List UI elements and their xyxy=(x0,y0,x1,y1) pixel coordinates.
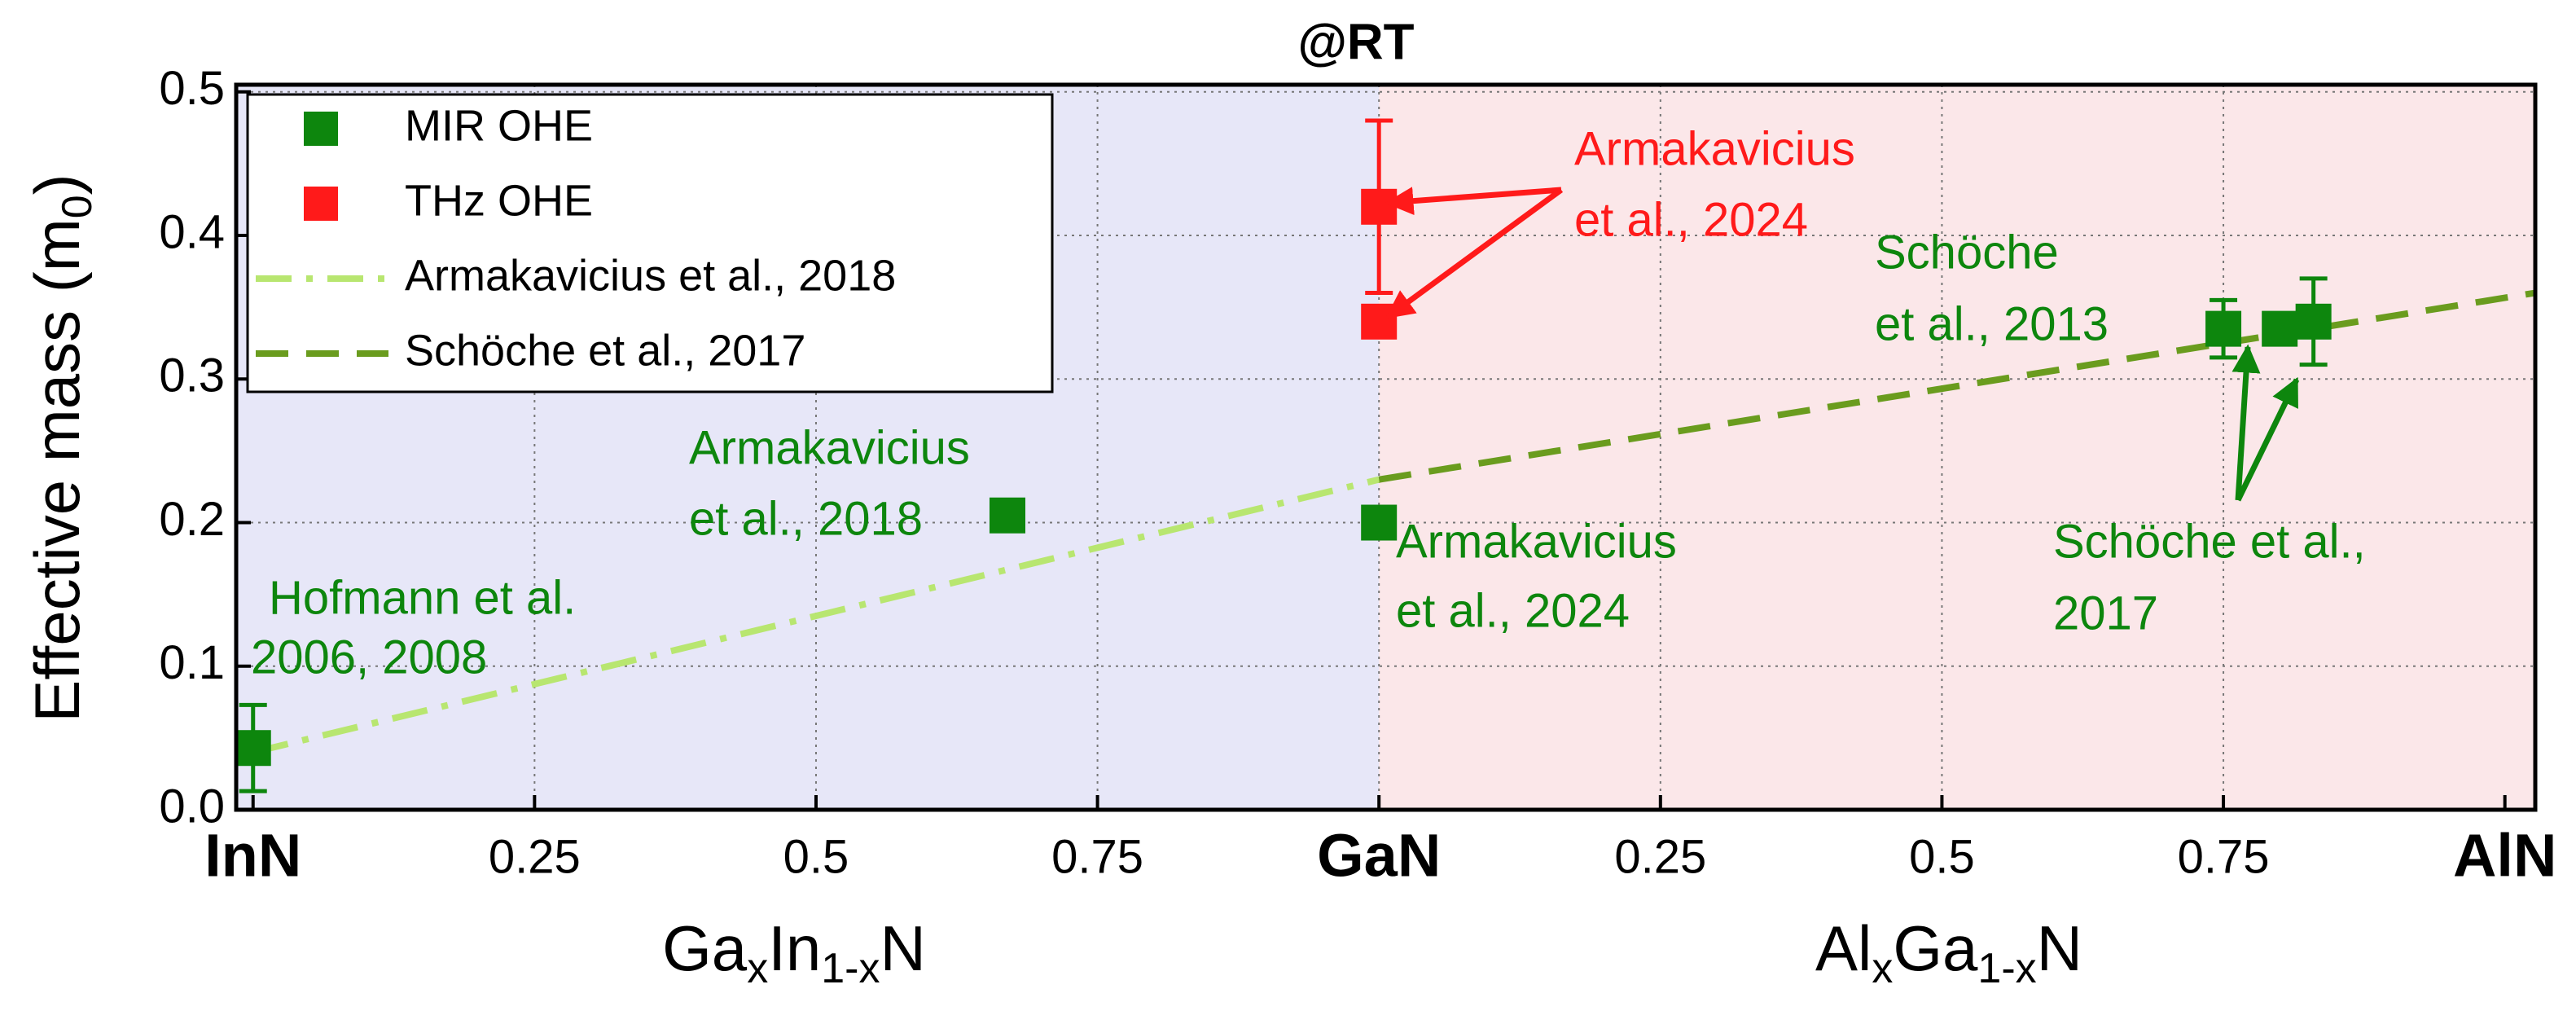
trend-line xyxy=(1378,289,2536,483)
point xyxy=(989,497,1025,534)
x-tick-label: 0.75 xyxy=(1051,830,1143,883)
point xyxy=(1361,303,1398,340)
y-axis-label-part: ) xyxy=(21,174,93,195)
arrows xyxy=(1385,187,2300,502)
x-axis-label-part: 1-x xyxy=(1977,945,2036,992)
legend-marker xyxy=(304,112,338,146)
x-tick-label: AlN xyxy=(2453,822,2556,890)
x-axis-label: GaxIn1-xN xyxy=(662,912,926,992)
point xyxy=(2205,310,2242,347)
arrow xyxy=(2232,344,2261,501)
x-axis-label-part: x xyxy=(747,945,768,992)
annotation: Armakavicius xyxy=(689,421,970,474)
point xyxy=(235,730,271,767)
x-axis-label-part: Ga xyxy=(1893,912,1978,984)
x-tick-label: 0.5 xyxy=(1909,830,1975,883)
x-axis-label-part: N xyxy=(880,912,926,984)
legend-box xyxy=(246,93,1054,393)
legend-label: MIR OHE xyxy=(405,101,593,150)
annotation: Schöche xyxy=(1875,226,2059,279)
plot xyxy=(235,118,2536,793)
annotation: Armakavicius xyxy=(1396,515,1677,568)
arrow xyxy=(1385,187,1562,216)
y-tick-label: 0.4 xyxy=(159,205,225,258)
y-tick-label: 0.0 xyxy=(159,780,225,833)
x-tick-label: 0.75 xyxy=(2178,830,2270,883)
annotation: 2006, 2008 xyxy=(251,631,487,683)
x-axis-label-part: In xyxy=(768,912,821,984)
annotation: Armakavicius xyxy=(1574,122,1855,175)
arrow xyxy=(1385,187,1564,319)
y-axis-label-part: Effective mass (m xyxy=(21,218,93,722)
x-tick-label: InN xyxy=(204,822,301,890)
plot-frame xyxy=(234,82,2538,812)
x-axis-label-part: Al xyxy=(1815,912,1872,984)
y-tick-label: 0.1 xyxy=(159,636,225,689)
point xyxy=(1361,504,1398,541)
legend-label: Armakavicius et al., 2018 xyxy=(405,251,896,300)
region xyxy=(1379,85,2535,810)
legend: MIR OHE THz OHE Armakavicius et al., 2018 S… xyxy=(246,93,1054,393)
annotation: Schöche et al., xyxy=(2053,515,2366,568)
legend-label: THz OHE xyxy=(405,176,593,225)
annotation: et al., 2024 xyxy=(1574,193,1808,246)
x-tick-label: 0.25 xyxy=(1614,830,1706,883)
x-tick-label: 0.5 xyxy=(783,830,849,883)
x-axis-label-part: x xyxy=(1872,945,1893,992)
annotation: Hofmann et al. xyxy=(269,571,576,624)
point xyxy=(2295,303,2332,340)
x-axis-label-part: 1-x xyxy=(821,945,880,992)
legend-marker xyxy=(304,187,338,221)
x-axis-label-part: N xyxy=(2037,912,2082,984)
point xyxy=(1361,188,1398,225)
x-axis-label: AlxGa1-xN xyxy=(1815,912,2082,992)
y-tick-label: 0.2 xyxy=(159,493,225,546)
annotation: et al., 2013 xyxy=(1875,297,2109,350)
y-tick-label: 0.5 xyxy=(159,62,225,115)
annotation: et al., 2024 xyxy=(1396,584,1630,637)
x-tick-label: GaN xyxy=(1317,822,1441,890)
annotation: 2017 xyxy=(2053,587,2158,639)
y-axis-label: Effective mass (m0) xyxy=(21,174,101,722)
y-axis-label-part: 0 xyxy=(54,195,101,218)
trend-line xyxy=(252,476,1380,756)
x-tick-label: 0.25 xyxy=(489,830,581,883)
point xyxy=(2262,310,2298,347)
chart-title: @RT xyxy=(1297,14,1414,70)
annotation: et al., 2018 xyxy=(689,492,923,545)
legend-label: Schöche et al., 2017 xyxy=(405,326,805,375)
arrow xyxy=(2235,376,2300,502)
x-axis-label-part: Ga xyxy=(662,912,748,984)
y-tick-label: 0.3 xyxy=(159,349,225,402)
